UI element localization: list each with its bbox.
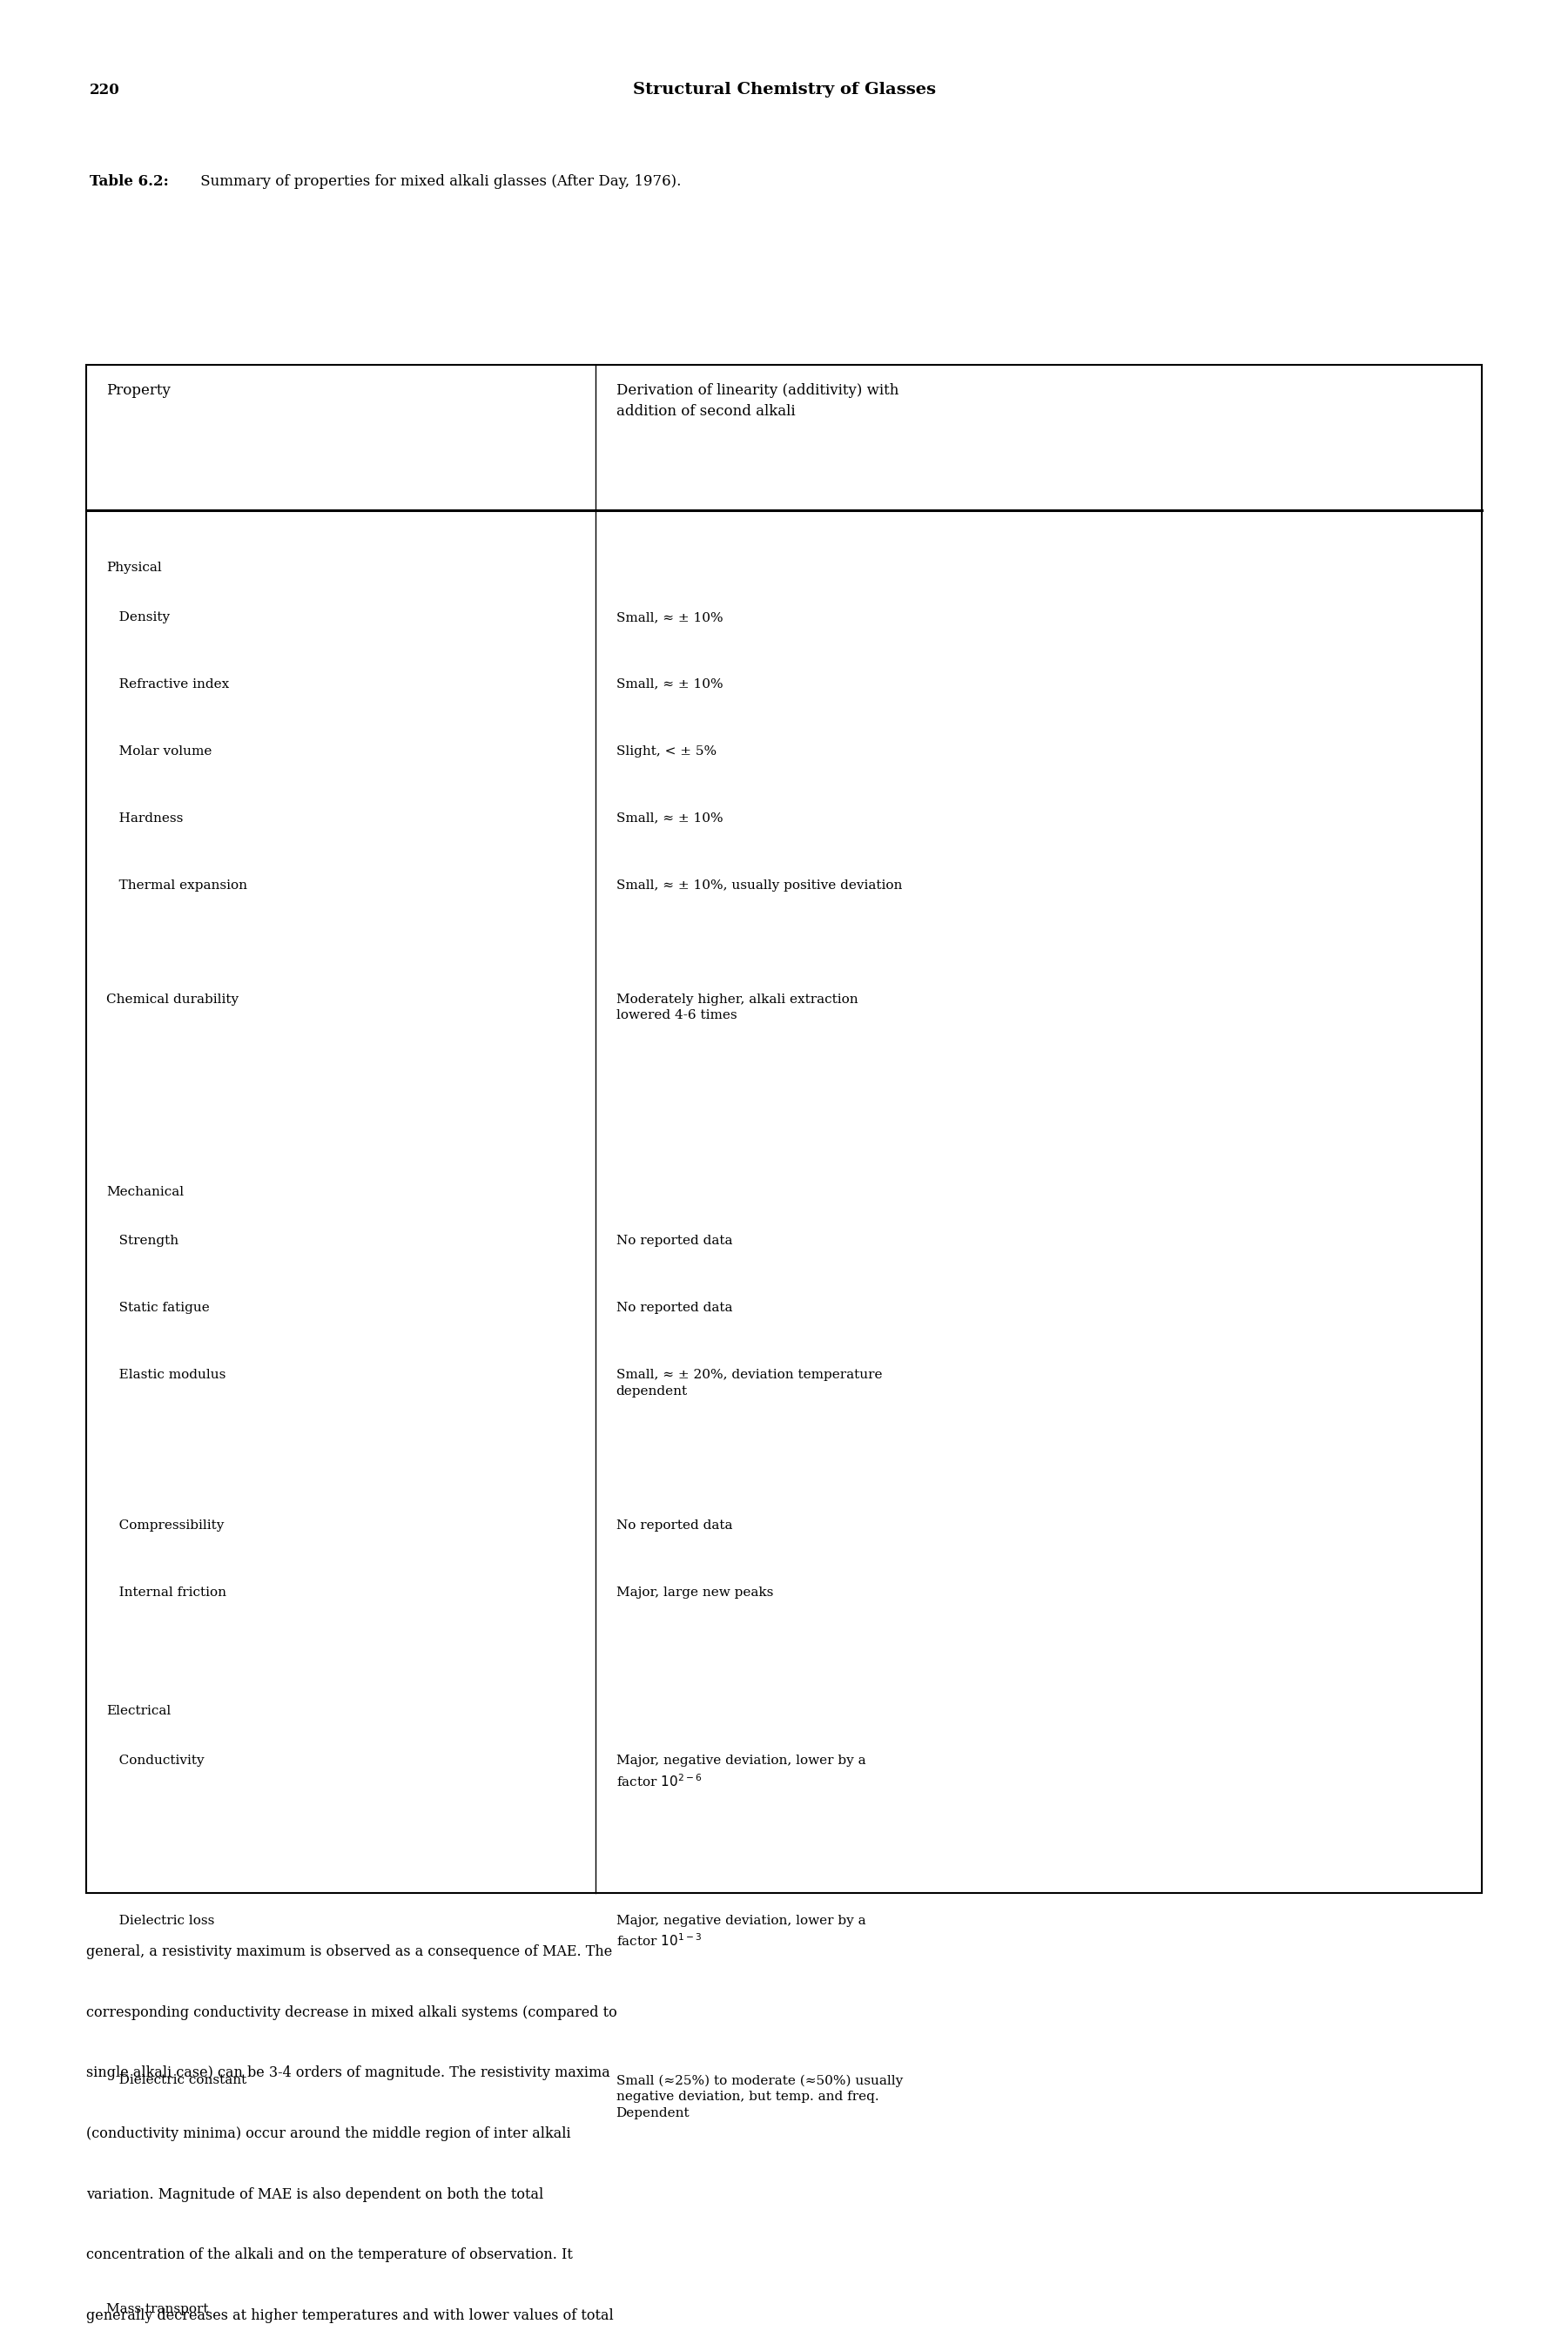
Text: Thermal expansion: Thermal expansion (107, 879, 248, 891)
Text: Physical: Physical (107, 562, 162, 574)
Text: single alkali case) can be 3-4 orders of magnitude. The resistivity maxima: single alkali case) can be 3-4 orders of… (86, 2067, 610, 2081)
Text: Small (≈25%) to moderate (≈50%) usually
negative deviation, but temp. and freq.
: Small (≈25%) to moderate (≈50%) usually … (616, 2074, 903, 2121)
Text: Small, ≈ ± 10%: Small, ≈ ± 10% (616, 811, 723, 825)
Text: Table 6.2:: Table 6.2: (89, 174, 168, 188)
Text: Slight, < ± 5%: Slight, < ± 5% (616, 745, 717, 757)
Text: Structural Chemistry of Glasses: Structural Chemistry of Glasses (632, 82, 936, 99)
Text: Dielectric loss: Dielectric loss (107, 1914, 215, 1925)
Text: Strength: Strength (107, 1234, 179, 1248)
Text: No reported data: No reported data (616, 1302, 732, 1314)
Text: Major, negative deviation, lower by a
factor $10^{2-6}$: Major, negative deviation, lower by a fa… (616, 1754, 866, 1789)
Text: general, a resistivity maximum is observed as a consequence of MAE. The: general, a resistivity maximum is observ… (86, 1944, 613, 1958)
Text: Electrical: Electrical (107, 1704, 171, 1719)
Text: Summary of properties for mixed alkali glasses (After Day, 1976).: Summary of properties for mixed alkali g… (196, 174, 681, 188)
Text: Density: Density (107, 611, 171, 623)
Text: Conductivity: Conductivity (107, 1754, 205, 1766)
Text: Refractive index: Refractive index (107, 677, 229, 691)
Text: Dielectric constant: Dielectric constant (107, 2074, 248, 2085)
Text: Small, ≈ ± 20%, deviation temperature
dependent: Small, ≈ ± 20%, deviation temperature de… (616, 1368, 881, 1399)
Text: No reported data: No reported data (616, 1234, 732, 1248)
Bar (86, 364, 1482, 1893)
Text: generally decreases at higher temperatures and with lower values of total: generally decreases at higher temperatur… (86, 2309, 613, 2323)
Text: Property: Property (107, 383, 171, 397)
Text: Internal friction: Internal friction (107, 1587, 227, 1599)
Text: Small, ≈ ± 10%: Small, ≈ ± 10% (616, 611, 723, 623)
Text: variation. Magnitude of MAE is also dependent on both the total: variation. Magnitude of MAE is also depe… (86, 2186, 544, 2201)
Text: corresponding conductivity decrease in mixed alkali systems (compared to: corresponding conductivity decrease in m… (86, 2005, 618, 2020)
Text: 220: 220 (89, 82, 119, 96)
Text: Mechanical: Mechanical (107, 1185, 183, 1199)
Text: Static fatigue: Static fatigue (107, 1302, 210, 1314)
Text: Molar volume: Molar volume (107, 745, 212, 757)
Text: Hardness: Hardness (107, 811, 183, 825)
Text: Chemical durability: Chemical durability (107, 992, 238, 1006)
Text: Moderately higher, alkali extraction
lowered 4-6 times: Moderately higher, alkali extraction low… (616, 992, 858, 1023)
Text: concentration of the alkali and on the temperature of observation. It: concentration of the alkali and on the t… (86, 2248, 572, 2262)
Text: Small, ≈ ± 10%, usually positive deviation: Small, ≈ ± 10%, usually positive deviati… (616, 879, 902, 891)
Text: No reported data: No reported data (616, 1519, 732, 1533)
Text: Derivation of linearity (additivity) with
addition of second alkali: Derivation of linearity (additivity) wit… (616, 383, 898, 418)
Text: Mass transport: Mass transport (107, 2304, 209, 2316)
Text: Compressibility: Compressibility (107, 1519, 224, 1533)
Text: Small, ≈ ± 10%: Small, ≈ ± 10% (616, 677, 723, 691)
Text: Major, negative deviation, lower by a
factor $10^{1-3}$: Major, negative deviation, lower by a fa… (616, 1914, 866, 1949)
Text: Major, large new peaks: Major, large new peaks (616, 1587, 773, 1599)
Text: (conductivity minima) occur around the middle region of inter alkali: (conductivity minima) occur around the m… (86, 2125, 571, 2142)
Text: Elastic modulus: Elastic modulus (107, 1368, 226, 1382)
